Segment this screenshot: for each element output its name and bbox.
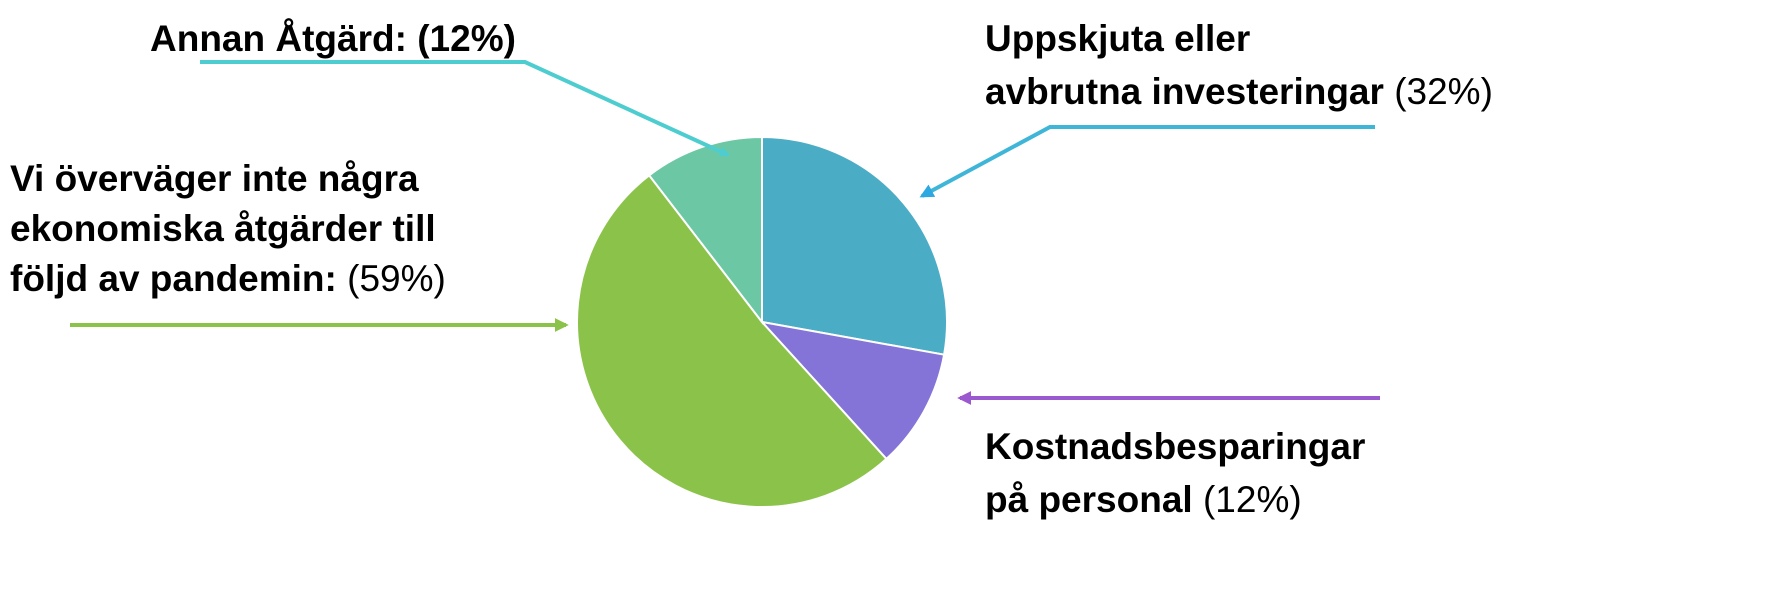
- pie-slice: [647, 135, 763, 325]
- pie-slice: [761, 135, 948, 356]
- pie: [576, 135, 948, 508]
- pie-slice: [576, 173, 888, 508]
- slice-label: Uppskjuta eller avbrutna investeringar (…: [985, 12, 1493, 118]
- slice-label: Annan Åtgärd: (12%): [150, 12, 516, 65]
- category-label: Annan Åtgärd:: [150, 18, 407, 59]
- slice-label: Kostnadsbesparingar på personal (12%): [985, 420, 1365, 526]
- category-label: Kostnadsbesparingar på personal: [985, 426, 1366, 520]
- value-label: (12%): [1202, 479, 1302, 520]
- category-label: Vi överväger inte några ekonomiska åtgär…: [10, 158, 436, 299]
- pie-slice: [759, 320, 946, 461]
- value-label: (12%): [417, 18, 516, 59]
- leader-line: [200, 60, 730, 157]
- value-label: (59%): [347, 258, 446, 299]
- category-label: Uppskjuta eller avbrutna investeringar: [985, 18, 1384, 112]
- leader-line: [919, 125, 1375, 198]
- slice-label: Vi överväger inte några ekonomiska åtgär…: [10, 154, 446, 304]
- value-label: (32%): [1394, 71, 1493, 112]
